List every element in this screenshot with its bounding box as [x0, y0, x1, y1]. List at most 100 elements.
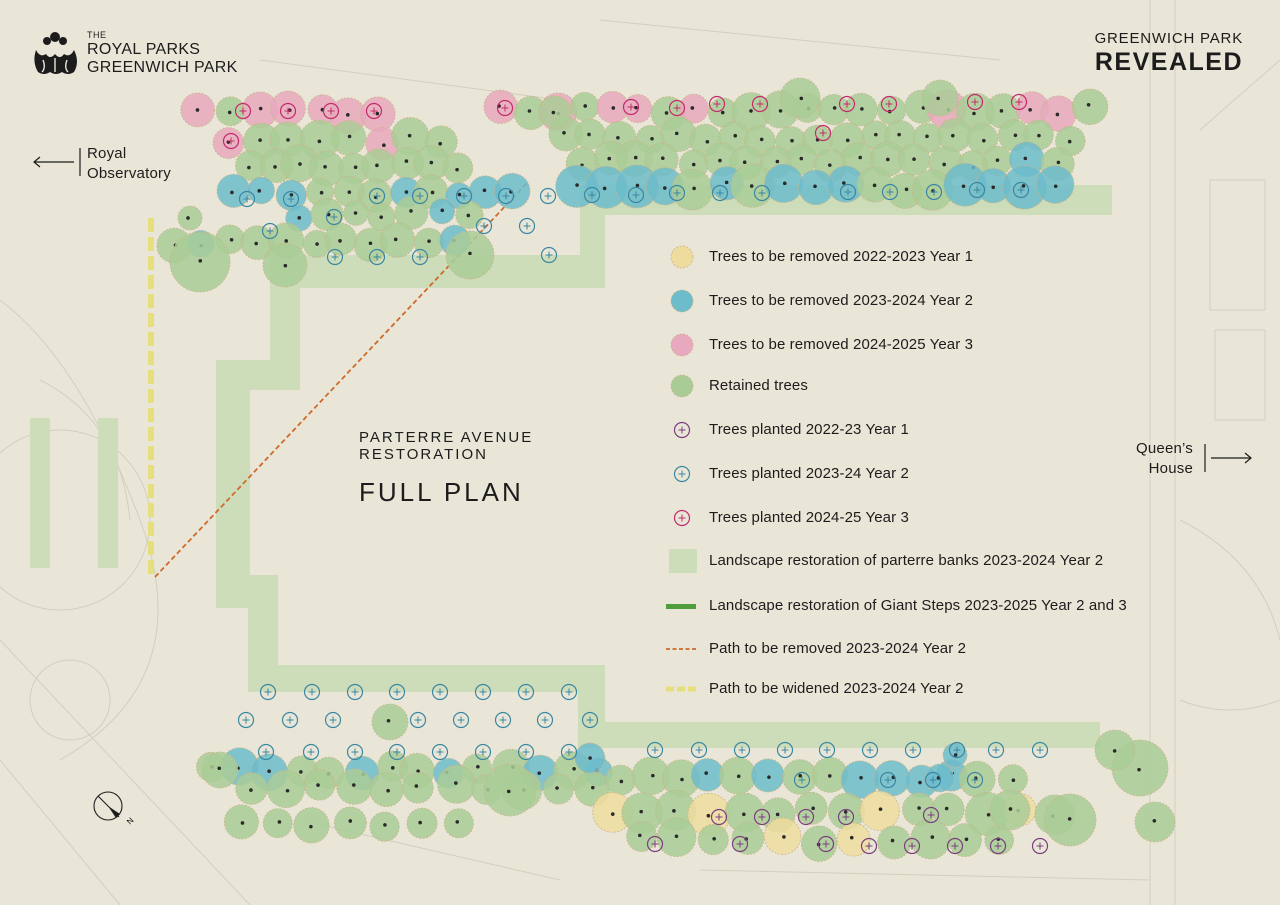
planted-tree-marker: [222, 132, 240, 150]
planted-tree-marker: [622, 98, 640, 116]
planted-tree-marker: [880, 95, 898, 113]
tree-trunk-dot: [319, 190, 324, 195]
tree-trunk-dot: [859, 776, 863, 780]
planted-tree-marker: [237, 711, 255, 729]
planted-tree-marker: [751, 95, 769, 113]
planted-tree-marker: [409, 711, 427, 729]
tree-canopy: [333, 806, 367, 840]
planted-tree-marker: [452, 711, 470, 729]
tree-trunk-dot: [706, 813, 711, 818]
tree-trunk-dot: [827, 774, 832, 778]
tree-trunk-dot: [468, 251, 472, 256]
tree-trunk-dot: [283, 263, 288, 268]
royal-observatory-line2: Observatory: [87, 165, 171, 182]
tree-trunk-dot: [736, 774, 741, 779]
tree-trunk-dot: [1056, 160, 1061, 165]
planted-tree-marker: [238, 190, 256, 208]
tree-trunk-dot: [285, 788, 290, 793]
tree-trunk-dot: [506, 789, 511, 794]
tree-trunk-dot: [379, 215, 383, 219]
banks-swatch-icon: [669, 549, 697, 573]
tree-trunk-dot: [650, 136, 654, 141]
planted-tree-marker: [346, 683, 364, 701]
left-arrow-icon: [33, 148, 81, 176]
tree-trunk-dot: [638, 833, 642, 838]
tree-trunk-dot: [383, 823, 387, 827]
tree-trunk-dot: [767, 775, 771, 779]
tree-trunk-dot: [289, 193, 294, 197]
tree-trunk-dot: [430, 190, 435, 195]
tree-trunk-dot: [284, 239, 289, 243]
planted-tree-marker: [879, 771, 897, 789]
planted-tree-marker: [455, 187, 473, 205]
tree-trunk-dot: [298, 162, 302, 166]
planted-tree-marker: [322, 102, 340, 120]
tree-trunk-dot: [418, 820, 422, 825]
tree-trunk-dot: [874, 132, 878, 137]
tree-trunk-dot: [315, 242, 319, 246]
planted-tree-marker: [793, 771, 811, 789]
tree-trunk-dot: [587, 132, 591, 137]
tree-trunk-dot: [386, 718, 391, 723]
legend-item-retained: Retained trees: [666, 373, 1226, 399]
legend-label: Trees planted 2024-25 Year 3: [709, 509, 909, 526]
tree-trunk-dot: [607, 156, 612, 161]
tree-trunk-dot: [672, 809, 676, 813]
legend-item-remove-y2: Trees to be removed 2023-2024 Year 2: [666, 288, 1226, 314]
planted-tree-marker: [497, 187, 515, 205]
planted-tree-marker: [325, 208, 343, 226]
tree-trunk-dot: [555, 786, 559, 790]
tree-trunk-dot: [375, 111, 380, 116]
compass-label: N: [125, 816, 136, 827]
planted-tree-marker: [324, 711, 342, 729]
tree-trunk-dot: [999, 109, 1004, 113]
tree-trunk-dot: [455, 820, 460, 824]
tree-trunk-dot: [353, 165, 358, 170]
plan-title: PARTERRE AVENUE RESTORATION FULL PLAN: [359, 429, 533, 508]
tree-trunk-dot: [198, 259, 203, 263]
parterre-banks: [30, 185, 1112, 748]
plant-purple-icon: [673, 421, 691, 439]
royal-parks-logo: THE ROYAL PARKS GREENWICH PARK: [30, 30, 260, 80]
tree-trunk-dot: [718, 158, 722, 163]
planted-tree-marker: [903, 837, 921, 855]
queens-house-label: Queen’s House: [1131, 439, 1193, 479]
planted-tree-marker: [279, 102, 297, 120]
tree-trunk-dot: [393, 237, 398, 242]
tree-trunk-dot: [742, 160, 747, 165]
tree-trunk-dot: [404, 159, 409, 163]
tree-trunk-dot: [860, 107, 864, 111]
planted-tree-marker: [668, 99, 686, 117]
planted-tree-marker: [431, 683, 449, 701]
logo-greenwich-park: GREENWICH PARK: [87, 59, 238, 76]
tree-trunk-dot: [258, 138, 262, 142]
tree-trunk-dot: [886, 157, 890, 162]
planted-tree-marker: [966, 93, 984, 111]
plant-blue-icon: [673, 465, 691, 483]
tree-trunk-dot: [798, 773, 802, 778]
tree-trunk-dot: [912, 157, 916, 161]
planted-tree-marker: [839, 183, 857, 201]
planted-tree-marker: [989, 837, 1007, 855]
legend-label: Trees to be removed 2022-2023 Year 1: [709, 248, 974, 265]
planted-tree-marker: [966, 771, 984, 789]
legend-label: Path to be widened 2023-2024 Year 2: [709, 680, 964, 697]
tree-canopy: [877, 825, 912, 860]
planted-tree-marker: [303, 683, 321, 701]
tree-trunk-dot: [186, 216, 190, 220]
tree-trunk-dot: [1137, 767, 1141, 772]
planted-tree-marker: [925, 183, 943, 201]
tree-trunk-dot: [583, 104, 588, 108]
tree-trunk-dot: [455, 167, 459, 172]
planted-tree-marker: [753, 808, 771, 826]
legend-item-plant-y3: Trees planted 2024-25 Year 3: [666, 505, 1226, 531]
tree-trunk-dot: [749, 184, 754, 188]
planted-tree-marker: [234, 102, 252, 120]
tree-trunk-dot: [811, 806, 815, 811]
tree-trunk-dot: [240, 821, 245, 825]
tree-trunk-dot: [878, 807, 883, 811]
tree-trunk-dot: [639, 809, 643, 814]
tree-trunk-dot: [414, 784, 419, 788]
tree-trunk-dot: [849, 835, 854, 840]
plan-subtitle-line2: RESTORATION: [359, 446, 488, 463]
